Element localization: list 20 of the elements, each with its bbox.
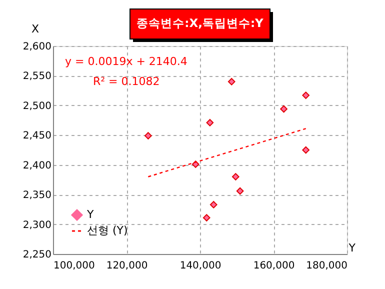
x-tick-label: 160,000 (253, 260, 295, 272)
y-tick-label: 2,500 (22, 100, 52, 112)
y-axis-title: X (32, 22, 40, 36)
y-tick-label: 2,550 (22, 71, 52, 82)
x-tick-label: 140,000 (180, 260, 222, 272)
y-tick-label: 2,300 (22, 220, 52, 231)
y-tick-label: 2,250 (22, 250, 52, 260)
annotation: R² = 0.1082 (93, 75, 160, 88)
y-tick-label: 2,450 (22, 130, 52, 142)
legend-label: 선형 (Y) (87, 224, 128, 237)
y-tick-label: 2,600 (22, 42, 52, 52)
x-tick-label: 180,000 (306, 260, 348, 272)
x-tick-label: 100,000 (54, 260, 95, 272)
annotation: y = 0.0019x + 2140.4 (65, 55, 188, 68)
chart-title: 종속변수:X,독립변수:Y (136, 16, 264, 30)
y-tick-label: 2,350 (22, 190, 52, 202)
legend-label: Y (86, 208, 94, 221)
x-axis-title: Y (348, 242, 356, 254)
x-tick-label: 120,000 (106, 260, 148, 272)
y-tick-label: 2,400 (22, 160, 52, 172)
